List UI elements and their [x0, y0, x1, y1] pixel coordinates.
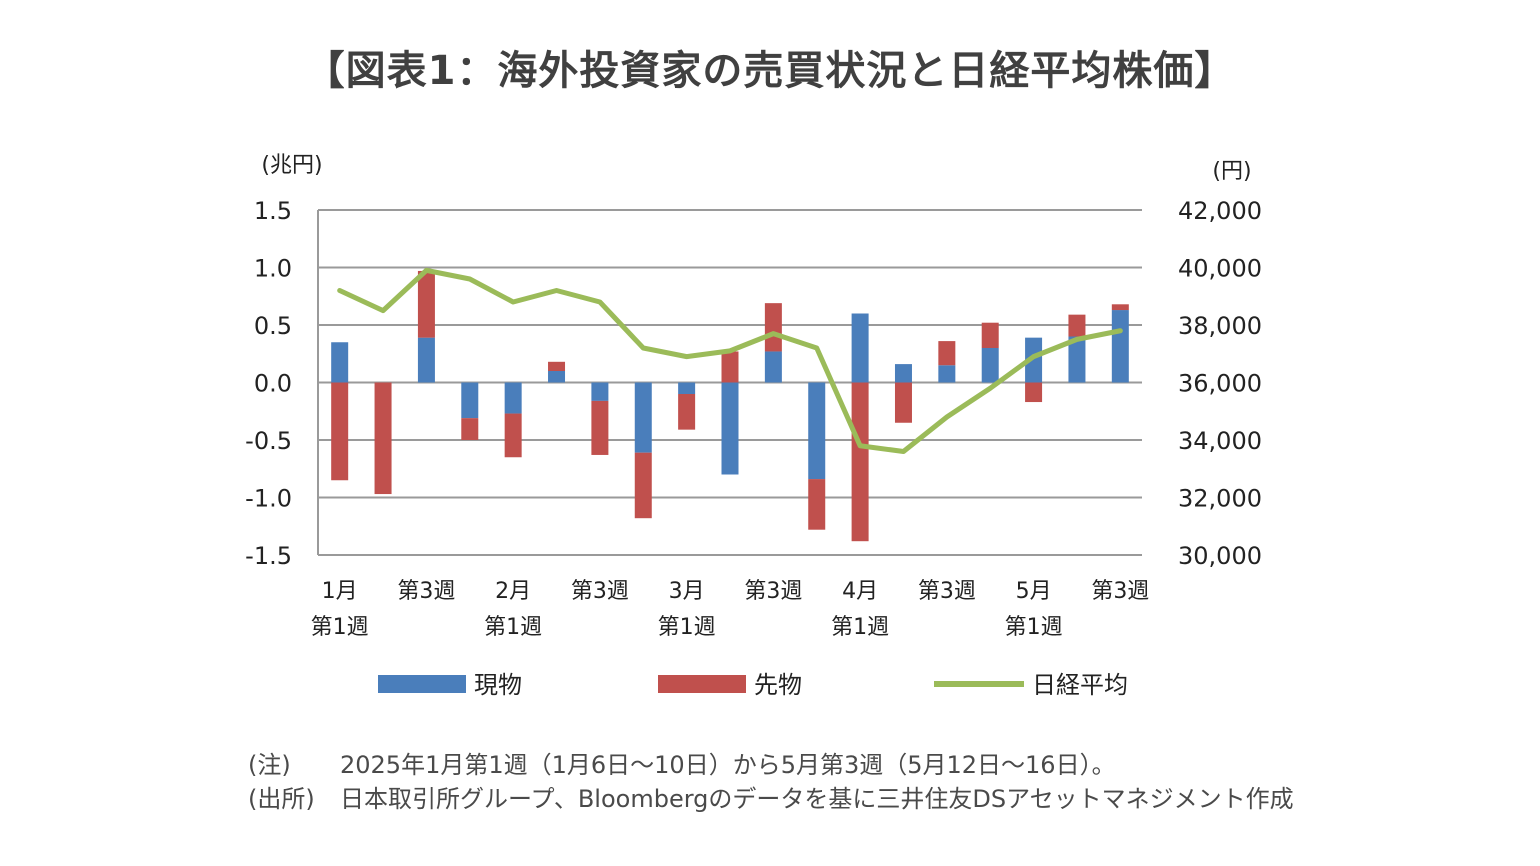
spot-bar — [417, 337, 435, 383]
right-tick-label: 42,000 — [1178, 197, 1262, 225]
spot-bar — [1025, 337, 1043, 383]
futures-bar — [548, 361, 566, 371]
x-tick-label: 第3週 — [1091, 579, 1149, 604]
x-tick-label: 第1週 — [484, 615, 542, 640]
spot-bar — [721, 382, 739, 475]
x-tick-label: 1月 — [322, 579, 358, 604]
right-tick-label: 38,000 — [1178, 312, 1262, 340]
bars — [331, 270, 1129, 542]
source-label: (出所) — [248, 785, 315, 813]
spot-bar — [548, 371, 566, 383]
right-tick-label: 32,000 — [1178, 485, 1262, 513]
right-axis-unit: (円) — [1212, 159, 1251, 184]
chart-title: 【図表1：海外投資家の売買状況と日経平均株価】 — [304, 48, 1236, 94]
left-tick-label: 1.0 — [254, 255, 292, 283]
left-tick-label: -1.5 — [245, 542, 292, 570]
futures-bar — [1111, 304, 1129, 311]
spot-bar — [938, 365, 956, 383]
right-tick-label: 40,000 — [1178, 255, 1262, 283]
left-tick-label: -1.0 — [245, 485, 292, 513]
futures-bar — [721, 351, 739, 383]
left-tick-label: 0.0 — [254, 370, 292, 398]
futures-bar — [634, 452, 652, 519]
futures-bar — [938, 341, 956, 366]
spot-bar — [678, 382, 696, 394]
futures-bar — [374, 382, 392, 495]
right-tick-label: 34,000 — [1178, 427, 1262, 455]
futures-bar — [678, 394, 696, 430]
futures-bar — [1068, 314, 1086, 337]
spot-bar — [461, 382, 479, 419]
grid — [318, 209, 1142, 556]
x-tick-label: 第3週 — [397, 579, 455, 604]
spot-bar — [504, 382, 522, 414]
source-row: (出所) 日本取引所グループ、Bloombergのデータを基に三井住友DSアセッ… — [248, 782, 1294, 816]
left-axis-unit: (兆円) — [261, 153, 322, 178]
nikkei-line — [337, 267, 1123, 454]
spot-bar — [634, 382, 652, 453]
spot-bar — [1068, 336, 1086, 383]
right-tick-label: 36,000 — [1178, 370, 1262, 398]
x-tick-label: 4月 — [842, 579, 878, 604]
futures-bar — [461, 418, 479, 440]
x-tick-label: 3月 — [669, 579, 705, 604]
futures-bar — [764, 303, 782, 352]
left-tick-label: -0.5 — [245, 427, 292, 455]
futures-bar — [808, 479, 826, 530]
note-text: 2025年1月第1週（1月6日～10日）から5月第3週（5月12日～16日）。 — [340, 751, 1116, 779]
legend: 現物 先物 日経平均 — [378, 671, 1128, 699]
spot-bar — [764, 351, 782, 383]
x-tick-label: 第3週 — [744, 579, 802, 604]
spot-bar — [591, 382, 609, 401]
x-tick-label: 2月 — [495, 579, 531, 604]
futures-bar — [504, 413, 522, 458]
legend-spot-label: 現物 — [474, 671, 522, 699]
x-tick-label: 第1週 — [1005, 615, 1063, 640]
x-tick-label: 第1週 — [658, 615, 716, 640]
x-tick-label: 5月 — [1016, 579, 1052, 604]
left-tick-label: 1.5 — [254, 197, 292, 225]
spot-bar — [1111, 310, 1129, 383]
futures-bar — [981, 322, 999, 348]
note-label: (注) — [248, 751, 291, 779]
left-tick-label: 0.5 — [254, 312, 292, 340]
futures-bar — [851, 382, 869, 542]
legend-futures-swatch — [658, 675, 746, 693]
x-tick-label: 第1週 — [831, 615, 889, 640]
legend-futures-label: 先物 — [754, 671, 802, 699]
legend-nikkei-label: 日経平均 — [1032, 671, 1128, 699]
legend-spot-swatch — [378, 675, 466, 693]
x-tick-label: 第3週 — [918, 579, 976, 604]
spot-bar — [894, 364, 912, 383]
nikkei-line-group — [337, 267, 1123, 454]
futures-bar — [894, 382, 912, 423]
spot-bar — [851, 313, 869, 383]
source-text: 日本取引所グループ、Bloombergのデータを基に三井住友DSアセットマネジメ… — [340, 785, 1294, 813]
futures-bar — [331, 382, 349, 481]
futures-bar — [417, 270, 435, 338]
x-tick-label: 第1週 — [311, 615, 369, 640]
note-row: (注) 2025年1月第1週（1月6日～10日）から5月第3週（5月12日～16… — [248, 748, 1294, 782]
spot-bar — [981, 348, 999, 383]
futures-bar — [591, 400, 609, 455]
footnotes: (注) 2025年1月第1週（1月6日～10日）から5月第3週（5月12日～16… — [248, 748, 1294, 816]
spot-bar — [808, 382, 826, 480]
x-tick-label: 第3週 — [571, 579, 629, 604]
axes: 1.5 42,000 1.0 40,000 0.5 38,000 0.0 36,000 -0.5… — [245, 153, 1262, 640]
futures-bar — [1025, 382, 1043, 403]
right-tick-label: 30,000 — [1178, 542, 1262, 570]
spot-bar — [331, 342, 349, 383]
